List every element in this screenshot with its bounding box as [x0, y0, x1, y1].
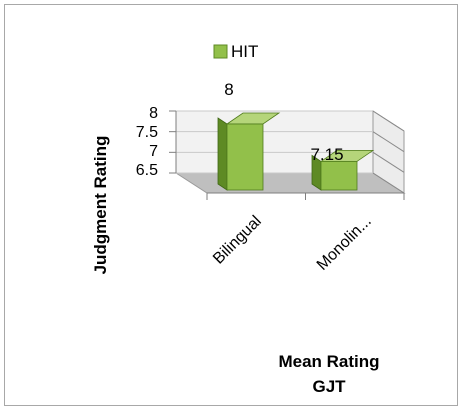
bar-bilingual	[217, 112, 281, 191]
side-gridline	[372, 172, 405, 194]
bar-side	[217, 117, 228, 191]
y-tick-7-5: 7.5	[136, 124, 158, 141]
side-gridline	[372, 151, 405, 173]
floor	[174, 172, 406, 194]
legend-swatch-hit	[213, 44, 228, 59]
bar-front	[226, 123, 264, 191]
y-tick-labels: 8 7.5 7 6.5	[136, 105, 158, 179]
bar-front	[320, 160, 358, 191]
y-tick-8: 8	[149, 105, 158, 122]
y-tick-7: 7	[149, 143, 158, 160]
data-label-bilingual: 8	[224, 80, 233, 99]
y-axis-title: Judgment Rating	[91, 136, 110, 275]
side-gridline	[372, 110, 405, 132]
legend-label-hit: HIT	[231, 42, 258, 61]
bar-layer	[217, 112, 375, 191]
x-axis-title-line1: Mean Rating	[278, 352, 379, 371]
x-tick-monolingual: Monolin...	[314, 213, 375, 274]
legend: HIT	[213, 42, 258, 61]
bar-monolin	[311, 149, 375, 191]
plot-background	[169, 110, 406, 200]
x-axis-title-line2: GJT	[312, 377, 346, 396]
side-gridline	[372, 131, 405, 153]
y-tick-6-5: 6.5	[136, 162, 158, 179]
chart-frame	[4, 4, 458, 406]
x-tick-bilingual: Bilingual	[210, 213, 265, 268]
data-label-monolingual: 7.15	[310, 145, 343, 164]
